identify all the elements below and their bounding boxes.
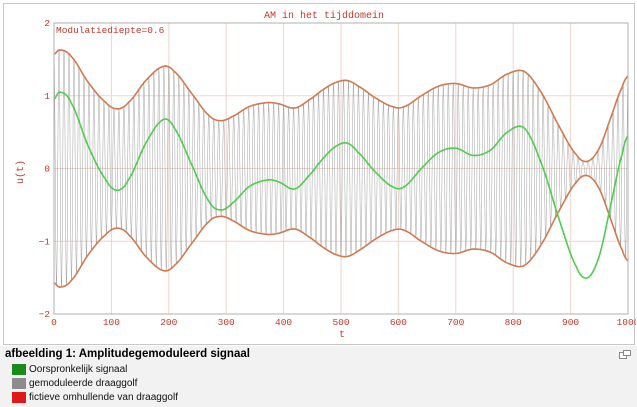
envelope-layer	[53, 49, 629, 288]
y-tick-label: −1	[39, 236, 51, 247]
x-tick-label: 0	[51, 317, 57, 328]
legend-item-envelope: fictieve omhullende van draaggolf	[12, 391, 178, 403]
legend-swatch-gray	[12, 377, 26, 389]
legend-swatch-red	[12, 391, 26, 403]
original-signal-line	[53, 91, 629, 279]
x-tick-label: 500	[332, 317, 349, 328]
legend-label: fictieve omhullende van draaggolf	[29, 391, 178, 403]
legend-swatch-green	[12, 363, 26, 375]
legend-item-modulated-carrier: gemoduleerde draaggolf	[12, 377, 137, 389]
upper-envelope-line	[53, 49, 629, 163]
y-tick-label: 2	[44, 18, 50, 29]
chart-title: AM in het tijddomein	[264, 10, 384, 22]
x-tick-label: 300	[218, 317, 235, 328]
x-tick-label: 600	[390, 317, 407, 328]
y-tick-label: −2	[39, 309, 51, 320]
chart-frame: 01002003004005006007008009001000210−1−2 …	[3, 3, 636, 345]
lower-envelope-line	[53, 174, 629, 288]
x-tick-label: 800	[505, 317, 522, 328]
figure-caption: afbeelding 1: Amplitudegemoduleerd signa…	[0, 346, 637, 407]
x-tick-label: 900	[562, 317, 579, 328]
x-tick-label: 700	[447, 317, 464, 328]
enlarge-icon[interactable]	[619, 350, 631, 359]
x-tick-label: 1000	[617, 317, 636, 328]
y-tick-label: 0	[44, 164, 50, 175]
x-tick-label: 200	[160, 317, 177, 328]
modulation-depth-label: Modulatiediepte=0.6	[56, 25, 165, 36]
x-tick-label: 100	[103, 317, 120, 328]
signal-layer	[53, 91, 629, 279]
legend-label: Oorspronkelijk signaal	[29, 363, 128, 375]
x-tick-label: 400	[275, 317, 292, 328]
am-chart: 01002003004005006007008009001000210−1−2 …	[15, 10, 636, 341]
legend-label: gemoduleerde draaggolf	[29, 377, 138, 389]
tick-labels: 0 100 200 300 400 500 600 700 800 900 1000 2 1 0 −1 −2	[39, 18, 636, 328]
caption-title: afbeelding 1: Amplitudegemoduleerd signa…	[5, 348, 250, 360]
x-axis-label: t	[339, 330, 345, 341]
y-axis-label: u(t)	[15, 160, 27, 184]
plot-border	[53, 22, 629, 315]
y-tick-label: 1	[44, 91, 50, 102]
legend-item-original-signal: Oorspronkelijk signaal	[12, 363, 127, 375]
